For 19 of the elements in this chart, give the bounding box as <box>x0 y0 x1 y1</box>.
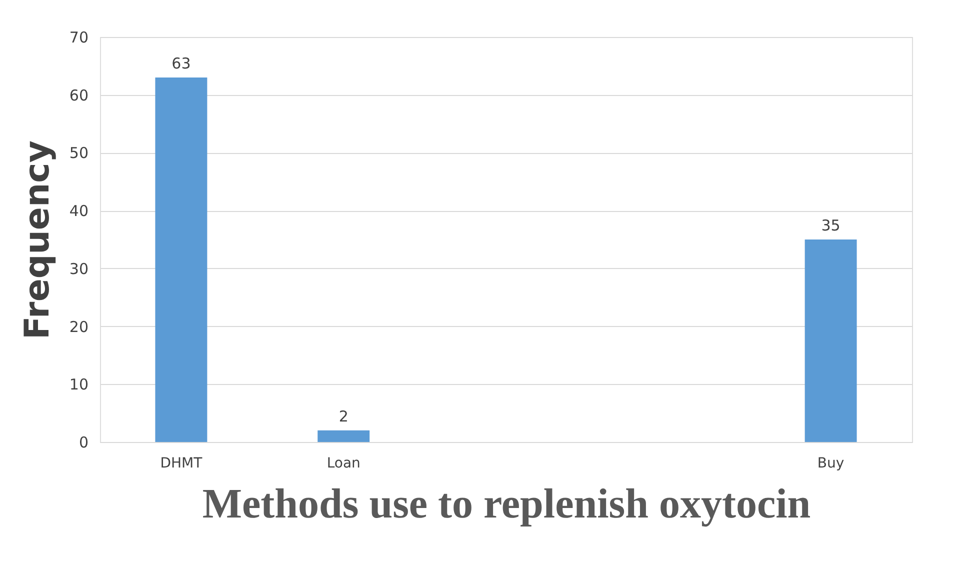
y-tick-label: 50 <box>69 144 88 162</box>
y-tick-label: 10 <box>69 376 88 394</box>
y-tick-label: 70 <box>69 28 88 46</box>
y-tick-label: 60 <box>69 86 88 104</box>
y-tick-label: 0 <box>78 434 88 452</box>
x-tick-label: Loan <box>326 456 360 472</box>
data-label: 63 <box>172 54 191 72</box>
y-tick-label: 40 <box>69 202 88 220</box>
x-tick-label: DHMT <box>160 456 203 472</box>
bar <box>318 430 370 442</box>
bar <box>804 240 857 442</box>
y-tick-label: 30 <box>69 260 88 278</box>
data-label: 2 <box>338 407 348 426</box>
y-axis-title: Frequency <box>17 140 58 340</box>
bar <box>155 78 208 442</box>
x-tick-label: Buy <box>817 456 844 472</box>
y-tick-label: 20 <box>69 318 88 336</box>
x-axis-title: Methods use to replenish oxytocin <box>202 482 811 528</box>
data-label: 35 <box>821 216 840 234</box>
